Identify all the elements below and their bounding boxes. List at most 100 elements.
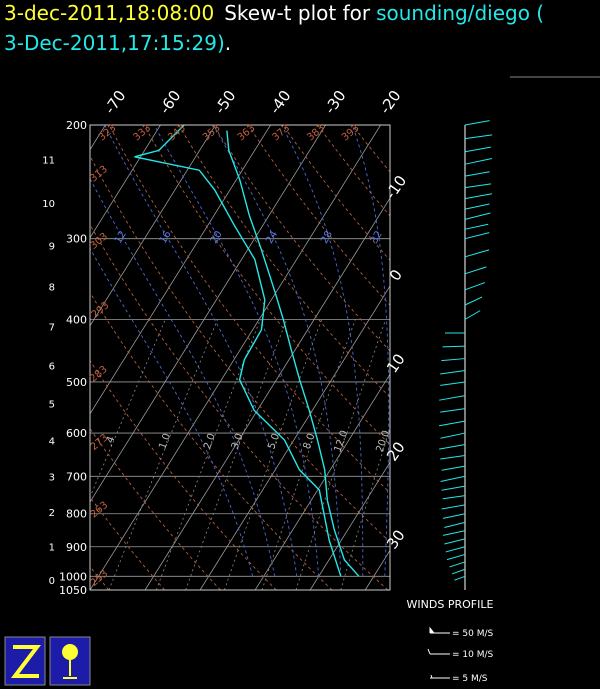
legend-barb xyxy=(430,674,450,679)
height-label: 3 xyxy=(49,473,55,484)
wind-barb xyxy=(440,475,466,482)
title-text: Skew-t plot for xyxy=(224,1,371,25)
dry-adiabat xyxy=(90,223,389,590)
temperature-label: 10 xyxy=(383,350,409,376)
mixing-ratio-line xyxy=(90,319,166,499)
wind-barb xyxy=(439,395,466,401)
wind-barb xyxy=(454,575,466,581)
dry-adiabat xyxy=(213,125,390,352)
logo-z[interactable] xyxy=(4,636,46,686)
title-line-1: 3-dec-2011,18:08:00 Skew-t plot for soundi… xyxy=(4,1,544,25)
wind-barb xyxy=(439,444,466,450)
wind-barb xyxy=(442,345,466,348)
mixing-ratio-label: 8.0 xyxy=(302,432,318,451)
legend-label: = 50 M/S xyxy=(452,629,494,639)
isotherm xyxy=(90,125,216,327)
moist-adiabat xyxy=(104,125,298,577)
height-label: 2 xyxy=(49,508,55,519)
dry-adiabat xyxy=(143,125,390,446)
isotherm xyxy=(90,125,326,503)
temperature-label: -70 xyxy=(101,87,130,117)
wind-barb xyxy=(464,232,490,240)
pressure-label: 900 xyxy=(66,541,87,554)
isotherm xyxy=(309,461,390,590)
temperature-label: -30 xyxy=(321,87,350,117)
dry-adiabat-label: 373 xyxy=(270,123,292,144)
mixing-ratio-label: 3.0 xyxy=(230,432,246,451)
wind-barb xyxy=(444,521,466,528)
temperature-label: -50 xyxy=(211,87,240,117)
isotherm xyxy=(144,197,390,590)
title-source-time: 3-Dec-2011,17:15:29) xyxy=(4,31,225,55)
dry-adiabat-label: 393 xyxy=(340,123,362,144)
dry-adiabat xyxy=(90,565,110,590)
wind-barb xyxy=(440,370,466,375)
mixing-ratio-line xyxy=(340,427,390,590)
height-label: 9 xyxy=(49,242,55,253)
height-label: 8 xyxy=(49,283,55,294)
legend-label: = 5 M/S xyxy=(452,674,488,684)
moist-adiabat xyxy=(90,177,276,577)
logo-z-icon xyxy=(10,645,42,678)
wind-barb xyxy=(464,134,493,140)
isotherm xyxy=(199,285,390,590)
wind-barb xyxy=(441,485,466,491)
moist-adiabat-label: 32 xyxy=(369,229,385,246)
height-label: 5 xyxy=(49,400,55,411)
isotherm xyxy=(254,373,390,590)
title-source: sounding/diego ( xyxy=(376,1,544,25)
title-time: 3-dec-2011,18:08:00 xyxy=(4,1,214,25)
mixing-ratio-line xyxy=(224,319,323,590)
dry-adiabat xyxy=(317,125,390,217)
mixing-ratio-line xyxy=(108,319,218,590)
legend-barb xyxy=(427,648,450,655)
dry-adiabat-label: 263 xyxy=(89,500,111,521)
height-label: 7 xyxy=(49,323,55,334)
wind-barb xyxy=(442,495,466,500)
moist-adiabat-label: 24 xyxy=(264,229,280,246)
dry-adiabat-label: 333 xyxy=(131,123,153,144)
dry-adiabat-label: 323 xyxy=(97,123,119,144)
dry-adiabat-label: 353 xyxy=(201,123,223,144)
wind-barb xyxy=(464,282,486,291)
pressure-label: 400 xyxy=(66,313,87,326)
wind-barb xyxy=(464,193,493,200)
temperature-label: -20 xyxy=(376,87,405,117)
mixing-ratio-label: .4 xyxy=(104,435,118,448)
height-label: 0 xyxy=(49,576,55,587)
wind-barb xyxy=(464,310,481,320)
dry-adiabat-label: 303 xyxy=(88,231,110,252)
moist-adiabat xyxy=(153,125,320,577)
height-label: 10 xyxy=(42,199,55,210)
dry-adiabat xyxy=(90,291,333,590)
wind-barb xyxy=(464,120,490,126)
wind-barb xyxy=(464,212,491,220)
wind-barb xyxy=(464,157,493,165)
moist-adiabat xyxy=(212,125,342,577)
wind-barb xyxy=(464,146,491,153)
height-label: 6 xyxy=(49,362,55,373)
height-label: 1 xyxy=(49,542,55,553)
dry-adiabat-label: 343 xyxy=(166,123,188,144)
wind-barb xyxy=(440,432,466,439)
dry-adiabat xyxy=(90,427,221,590)
wind-barb xyxy=(442,513,466,519)
dry-adiabat xyxy=(247,125,390,306)
isotherm xyxy=(90,125,381,590)
temperature-label: -60 xyxy=(156,87,185,117)
pressure-label: 500 xyxy=(66,376,87,389)
wind-barb xyxy=(441,504,466,510)
moist-adiabat-label: 28 xyxy=(319,229,335,246)
wind-barb xyxy=(440,408,466,413)
pressure-label: 800 xyxy=(66,508,87,521)
isotherm xyxy=(90,125,271,415)
wind-barb xyxy=(464,249,490,258)
moist-adiabat xyxy=(351,125,390,577)
logo-balloon[interactable] xyxy=(49,636,91,686)
temperature-label: 0 xyxy=(386,266,406,284)
winds-title: WINDS PROFILE xyxy=(407,598,494,611)
mixing-ratio-line xyxy=(185,319,288,590)
mixing-ratio-label: 2.0 xyxy=(202,432,218,451)
wind-barb xyxy=(441,465,466,471)
mixing-ratio-label: 1.0 xyxy=(157,432,173,451)
